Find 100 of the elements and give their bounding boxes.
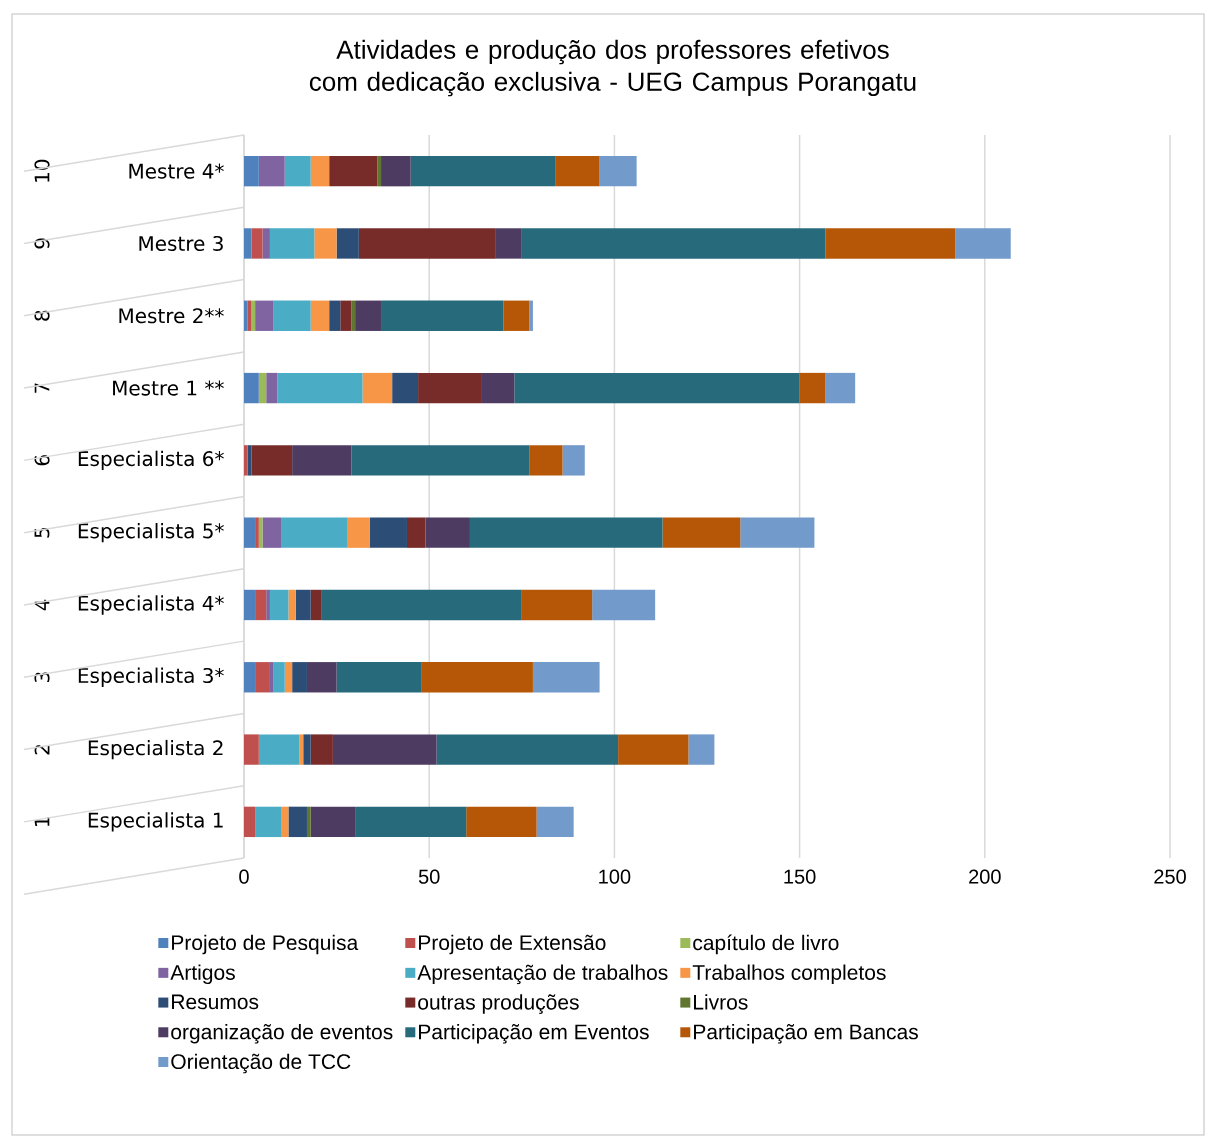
bar (529, 445, 563, 476)
bar (369, 517, 407, 548)
bar (329, 300, 341, 331)
bar (266, 589, 270, 621)
legend-label: Artigos (170, 964, 235, 985)
bar (392, 372, 419, 404)
y-tick-label: Mestre 4* (129, 163, 224, 179)
legend-label: Orientação de TCC (171, 1053, 351, 1074)
chart-title: Atividades e produção dos professores efetivos com dedicação exclusiva - UEG Campus Porangatu (309, 39, 916, 97)
bar (266, 372, 278, 404)
bar (536, 806, 574, 838)
bar (269, 662, 274, 693)
bar (251, 445, 293, 476)
bar (599, 155, 637, 187)
bar (340, 300, 352, 331)
bar (555, 155, 600, 187)
bar (425, 517, 470, 548)
bar (292, 662, 307, 693)
legend-label: Participação em Bancas (694, 1023, 918, 1044)
bar (244, 155, 259, 187)
bar (381, 300, 504, 331)
bar (284, 662, 293, 693)
bar (284, 155, 311, 187)
y-tick-label: Mestre 1 ** (113, 380, 224, 396)
bar (255, 806, 282, 838)
legend-label: outras produções (418, 994, 579, 1014)
bar (955, 228, 1011, 259)
bar (336, 228, 359, 259)
legend-label: Participação em Eventos (419, 1023, 649, 1044)
bar (481, 372, 515, 404)
y-tick-label: Especialista 6* (78, 450, 224, 471)
bar (688, 734, 715, 765)
bar (288, 589, 296, 621)
bar (292, 445, 352, 476)
bar (269, 589, 289, 621)
bar (262, 228, 270, 259)
y-tick-label: Especialista 3* (78, 667, 224, 687)
bar (255, 589, 267, 621)
bar (466, 806, 537, 838)
bar (306, 806, 311, 838)
legend-label: Projeto de Pesquisa (172, 934, 359, 955)
bar (355, 300, 382, 331)
bar (251, 228, 263, 259)
bar (529, 300, 533, 331)
bar (303, 734, 311, 765)
bar (347, 517, 370, 548)
x-tick-label: 0 (239, 869, 249, 884)
bar (306, 662, 337, 693)
x-tick-label: 150 (784, 869, 816, 884)
bar (825, 372, 856, 404)
bar (351, 445, 530, 476)
y-tick-label: Especialista 5* (78, 522, 224, 543)
bar (281, 517, 348, 548)
y-tick-label: Mestre 3 (139, 235, 223, 252)
bar (258, 517, 263, 548)
y-tick-label: Especialista 2 (88, 739, 223, 760)
bar (410, 155, 556, 187)
bar (258, 734, 300, 765)
bar (521, 589, 593, 621)
legend-label: organização de eventos (171, 1023, 393, 1044)
bar (310, 300, 330, 331)
bar (273, 300, 311, 331)
bar (521, 228, 826, 259)
bar (310, 589, 322, 621)
bar (351, 300, 356, 331)
bar (244, 589, 256, 621)
x-tick-label: 50 (418, 869, 440, 884)
bar (799, 372, 826, 404)
legend-label: Projeto de Extensão (419, 934, 606, 955)
bar (310, 734, 333, 765)
bar (503, 300, 530, 331)
x-tick-label: 100 (599, 869, 631, 884)
legend-label: Apresentação de trabalhos (417, 964, 668, 985)
bar (255, 300, 274, 331)
bar (495, 228, 522, 259)
bar (244, 662, 256, 693)
bar (406, 517, 426, 548)
bar (377, 155, 382, 187)
text: 1 (34, 817, 50, 827)
bar (514, 372, 800, 404)
bar (244, 806, 256, 838)
bar (262, 517, 282, 548)
bar (255, 662, 270, 693)
bar (321, 589, 522, 621)
bar (244, 372, 259, 404)
bar (332, 734, 437, 765)
bar (244, 734, 259, 765)
bar (421, 662, 533, 693)
legend-label: Trabalhos completos (692, 964, 886, 985)
bar (336, 662, 422, 693)
bar (358, 228, 496, 259)
bar (258, 372, 267, 404)
bar (562, 445, 585, 476)
bar (418, 372, 482, 404)
bar (295, 589, 311, 621)
bar (825, 228, 956, 259)
y-tick-label: Especialista 4* (78, 595, 224, 615)
legend-label: Resumos (172, 994, 259, 1010)
bar (244, 300, 248, 331)
legend-label: Livros (694, 994, 748, 1010)
